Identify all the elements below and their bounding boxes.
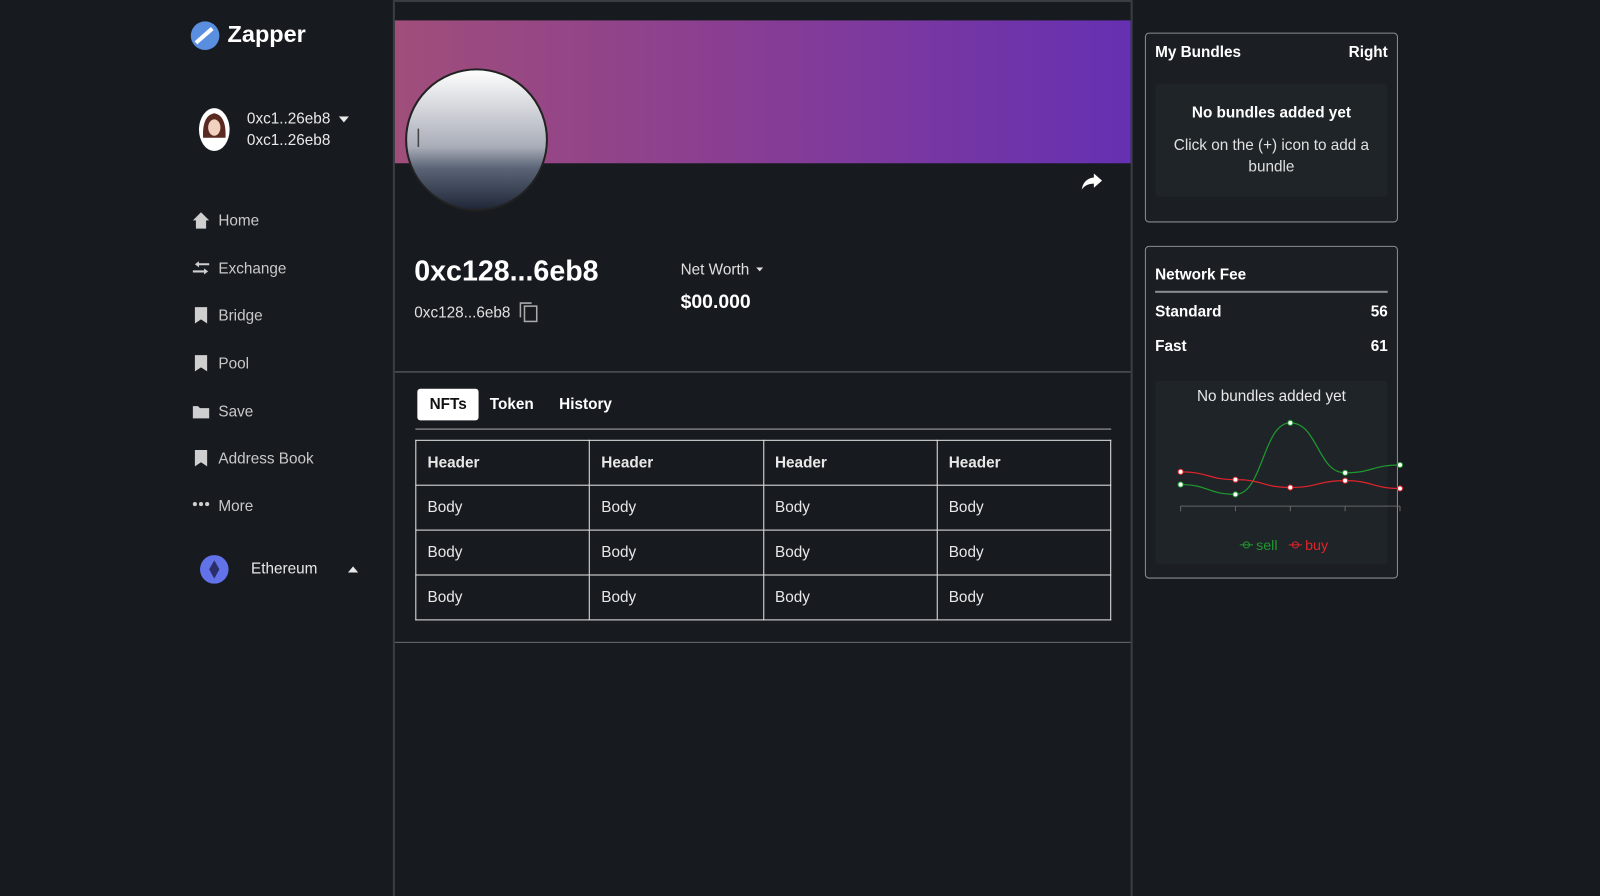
cell: Body (415, 529, 591, 576)
point (1396, 461, 1404, 469)
point (1287, 419, 1294, 426)
account-avatar (198, 108, 230, 152)
nav-bridge[interactable]: Bridge (192, 306, 263, 324)
point (1232, 476, 1239, 483)
table-row: Body Body Body Body (415, 574, 1112, 621)
brand: Zapper (227, 20, 306, 47)
cell: Body (762, 574, 938, 621)
table-row: Body Body Body Body (415, 484, 1112, 531)
header-cell: Header (589, 439, 764, 486)
fee-label: Fast (1155, 337, 1187, 356)
nav-label: Pool (218, 354, 250, 372)
empty-title: No bundles added yet (1191, 104, 1351, 122)
bundles-card: My Bundles Right No bundles added yet Cl… (1144, 32, 1398, 223)
cell: Body (415, 484, 591, 531)
account-name[interactable]: 0xc1..26eb8 (246, 110, 331, 128)
fee-label: Standard (1155, 303, 1222, 321)
legend-label: sell (1256, 538, 1277, 554)
cell: Body (936, 529, 1112, 576)
account-address: 0xc1..26eb8 (246, 131, 331, 149)
point (1177, 481, 1184, 488)
header-cell: Header (762, 439, 938, 486)
nav-label: More (218, 497, 254, 515)
cell: Body (762, 529, 938, 576)
legend-swatch (1291, 541, 1299, 549)
divider (1155, 290, 1388, 293)
fee-value: 61 (1370, 337, 1388, 356)
empty-state: No bundles added yet Click on the (+) ic… (1155, 83, 1388, 197)
dropdown-icon (338, 116, 349, 123)
network-icon (199, 555, 229, 584)
content-panel (394, 371, 1131, 643)
card-title: Network Fee (1155, 266, 1247, 284)
nav-address-book[interactable]: Address Book (192, 449, 314, 467)
table: Header Header Header Header Body Body Body Bod… (415, 439, 1112, 621)
nav-exchange[interactable]: Exchange (192, 259, 287, 278)
profile-name: 0xc128...6eb8 (414, 255, 599, 287)
nav-label: Home (218, 211, 260, 230)
network-name[interactable]: Ethereum (251, 560, 318, 578)
fee-chart: sell buy (1177, 419, 1404, 554)
point (1342, 477, 1349, 484)
dropdown-icon (756, 267, 764, 272)
net-worth-label[interactable]: Net Worth (680, 261, 750, 279)
cell: Body (936, 574, 1112, 621)
divider (1130, 0, 1133, 896)
legend-label: buy (1305, 538, 1329, 554)
divider (394, 0, 1131, 3)
tab[interactable]: NFTs (417, 388, 479, 421)
nav-label: Save (218, 402, 254, 420)
table-row: Body Body Body Body (415, 529, 1112, 576)
profile-avatar (405, 68, 548, 212)
profile-address: 0xc128...6eb8 (414, 304, 511, 322)
tab[interactable]: Token (489, 395, 534, 414)
legend-swatch (1242, 541, 1250, 549)
nav-label: Bridge (218, 306, 263, 324)
point (1177, 468, 1184, 475)
cell: Body (589, 529, 764, 576)
nav-save[interactable]: Save (192, 402, 253, 420)
cell: Body (762, 484, 938, 531)
table-header: Header Header Header Header (415, 439, 1112, 486)
empty-text: Click on the (+) icon to add a bundle (1173, 136, 1370, 176)
header-cell: Header (415, 439, 591, 486)
dropdown-icon (347, 566, 359, 573)
point (1287, 484, 1294, 491)
logo (190, 21, 220, 50)
fee-value: 56 (1370, 303, 1388, 321)
point (1232, 491, 1239, 498)
copy-button[interactable] (519, 302, 538, 323)
cell: Body (589, 574, 764, 621)
header-cell: Header (936, 439, 1112, 486)
tab-underline (415, 428, 1112, 430)
cell: Body (936, 484, 1112, 531)
nav-home[interactable]: Home (192, 211, 259, 229)
card-title: My Bundles (1155, 43, 1241, 62)
nav-label: Exchange (218, 259, 287, 278)
cell: Body (415, 574, 591, 621)
empty-text: No bundles added yet (1196, 387, 1346, 406)
nav-pool[interactable]: Pool (192, 354, 249, 372)
tab[interactable]: History (559, 395, 612, 414)
nav-more[interactable]: More (192, 497, 253, 515)
point (1396, 485, 1404, 492)
divider (392, 0, 395, 896)
net-worth: $00.000 (680, 291, 751, 314)
card-action[interactable]: Right (1348, 43, 1388, 62)
point (1342, 469, 1349, 476)
nav-label: Address Book (218, 449, 314, 467)
cell: Body (589, 484, 764, 531)
share-button[interactable] (1081, 173, 1103, 190)
